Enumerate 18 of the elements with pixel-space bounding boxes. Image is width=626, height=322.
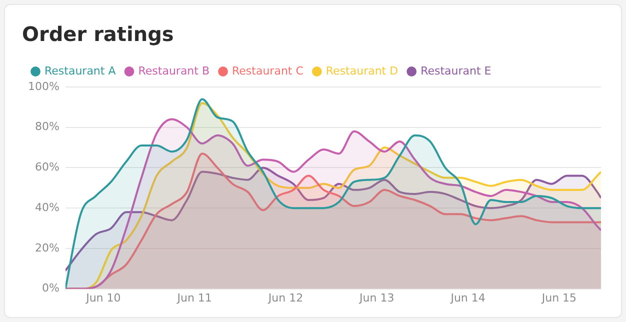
x-tick-label: Jun 10: [85, 291, 121, 304]
y-tick-label: 0%: [42, 282, 60, 295]
x-tick-label: Jun 13: [358, 291, 394, 304]
y-tick-label: 60%: [34, 160, 60, 174]
legend-label: Restaurant D: [326, 64, 398, 78]
y-tick-label: 100%: [28, 80, 60, 93]
x-tick-label: Jun 12: [267, 291, 304, 304]
x-tick-label: Jun 15: [540, 291, 577, 304]
chart-title: Order ratings: [22, 22, 174, 46]
legend-label: Restaurant C: [232, 64, 304, 78]
y-tick-label: 20%: [34, 241, 60, 254]
legend-label: Restaurant E: [420, 64, 492, 78]
x-tick-label: Jun 14: [450, 291, 486, 304]
y-tick-label: 80%: [34, 120, 60, 134]
legend-label: Restaurant A: [44, 64, 116, 78]
x-tick-label: Jun 11: [176, 291, 212, 304]
legend-label: Restaurant B: [138, 64, 210, 78]
y-tick-label: 40%: [34, 200, 60, 214]
